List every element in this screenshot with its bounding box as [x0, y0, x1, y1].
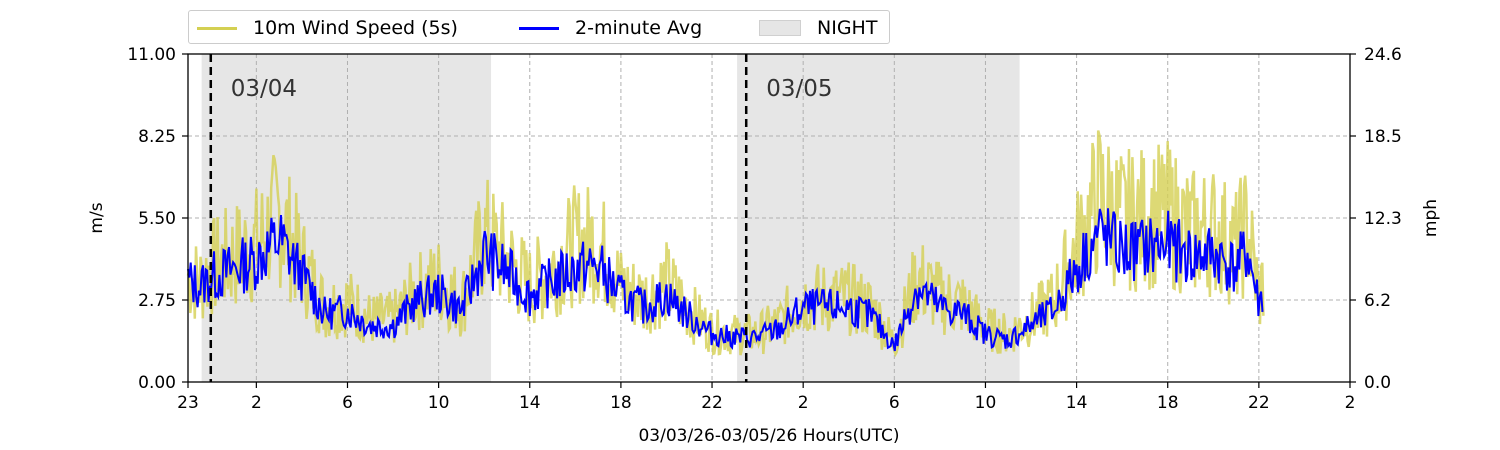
- y-tick-label-right: 24.6: [1364, 45, 1402, 65]
- y-tick-label-left: 0.00: [138, 373, 176, 393]
- legend-item-raw: 10m Wind Speed (5s): [197, 16, 458, 40]
- y-tick-label-right: 18.5: [1364, 127, 1402, 147]
- legend-swatch-avg: [519, 26, 559, 30]
- axis-layer: 23 2 6 10 14 18 22 2 6 10 14 18 22 20.00 0.02.75 6.25.5…: [87, 45, 1441, 446]
- x-tick-label: 2: [1345, 393, 1356, 413]
- y-tick-label-left: 8.25: [138, 127, 176, 147]
- x-tick-label: 14: [519, 393, 541, 413]
- legend: 10m Wind Speed (5s) 2-minute Avg NIGHT: [188, 10, 890, 44]
- legend-swatch-raw: [197, 26, 237, 30]
- legend-item-avg: 2-minute Avg: [519, 16, 702, 40]
- series-line-avg: [187, 208, 1264, 352]
- legend-label-avg: 2-minute Avg: [575, 17, 703, 39]
- y-tick-label-right: 0.0: [1364, 373, 1391, 393]
- y-tick-label-left: 5.50: [138, 209, 176, 229]
- x-tick-label: 2: [798, 393, 809, 413]
- x-tick-label: 10: [975, 393, 997, 413]
- day-marker-label-1: 03/04: [231, 76, 297, 102]
- x-tick-label: 18: [610, 393, 632, 413]
- x-tick-label: 22: [701, 393, 723, 413]
- series-layer: [186, 130, 1265, 358]
- legend-item-night: NIGHT: [759, 16, 877, 40]
- legend-swatch-night: [759, 20, 801, 36]
- legend-label-night: NIGHT: [817, 17, 878, 39]
- x-tick-label: 6: [889, 393, 900, 413]
- x-tick-label: 18: [1157, 393, 1179, 413]
- day-marker-layer: 03/04 03/05: [209, 54, 833, 382]
- y-axis-label-left: m/s: [87, 202, 107, 233]
- x-tick-label: 14: [1066, 393, 1088, 413]
- x-tick-label: 22: [1248, 393, 1270, 413]
- y-tick-label-left: 2.75: [138, 291, 176, 311]
- x-tick-label: 2: [251, 393, 262, 413]
- x-tick-label: 6: [342, 393, 353, 413]
- x-tick-label: 10: [428, 393, 450, 413]
- x-axis-label: 03/03/26-03/05/26 Hours(UTC): [638, 426, 899, 446]
- y-tick-label-right: 6.2: [1364, 291, 1391, 311]
- y-tick-label-left: 11.00: [127, 45, 176, 65]
- day-marker-label-2: 03/05: [766, 76, 832, 102]
- legend-label-raw: 10m Wind Speed (5s): [253, 17, 458, 39]
- x-tick-label: 23: [177, 393, 199, 413]
- y-axis-label-right: mph: [1421, 199, 1441, 237]
- y-tick-label-right: 12.3: [1364, 209, 1402, 229]
